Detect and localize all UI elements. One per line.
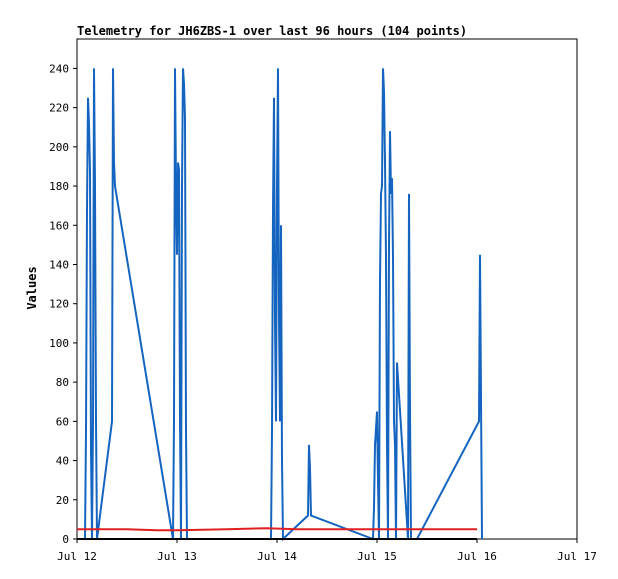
y-tick-label: 140: [49, 258, 69, 271]
series-line-1: [84, 68, 483, 542]
y-tick-label: 0: [62, 533, 69, 546]
x-tick-label: Jul 12: [57, 550, 97, 563]
x-tick-label: Jul 15: [357, 550, 397, 563]
x-tick-label: Jul 14: [257, 550, 297, 563]
x-tick-label: Jul 16: [457, 550, 497, 563]
y-tick-label: 80: [56, 376, 69, 389]
x-axis: Jul 12 Jul 13 Jul 14 Jul 15 Jul 16 Jul 17: [57, 539, 597, 563]
y-tick-label: 200: [49, 141, 69, 154]
y-tick-label: 160: [49, 219, 69, 232]
series-line-2: [77, 527, 477, 532]
y-tick-label: 60: [56, 415, 69, 428]
y-axis: 0 20 40 60 80 100 120 140 160 180 200 220 240: [49, 62, 77, 546]
y-tick-label: 220: [49, 102, 69, 115]
y-tick-label: 100: [49, 337, 69, 350]
chart-title: Telemetry for JH6ZBS-1 over last 96 hour…: [77, 24, 467, 38]
series-layer: [77, 68, 483, 542]
y-axis-label: Values: [25, 266, 39, 309]
y-tick-label: 180: [49, 180, 69, 193]
y-tick-label: 20: [56, 494, 69, 507]
y-tick-label: 240: [49, 62, 69, 75]
plot-frame: [76, 38, 578, 540]
x-tick-label: Jul 13: [157, 550, 197, 563]
y-tick-label: 40: [56, 455, 69, 468]
x-tick-label: Jul 17: [557, 550, 597, 563]
y-tick-label: 120: [49, 298, 69, 311]
